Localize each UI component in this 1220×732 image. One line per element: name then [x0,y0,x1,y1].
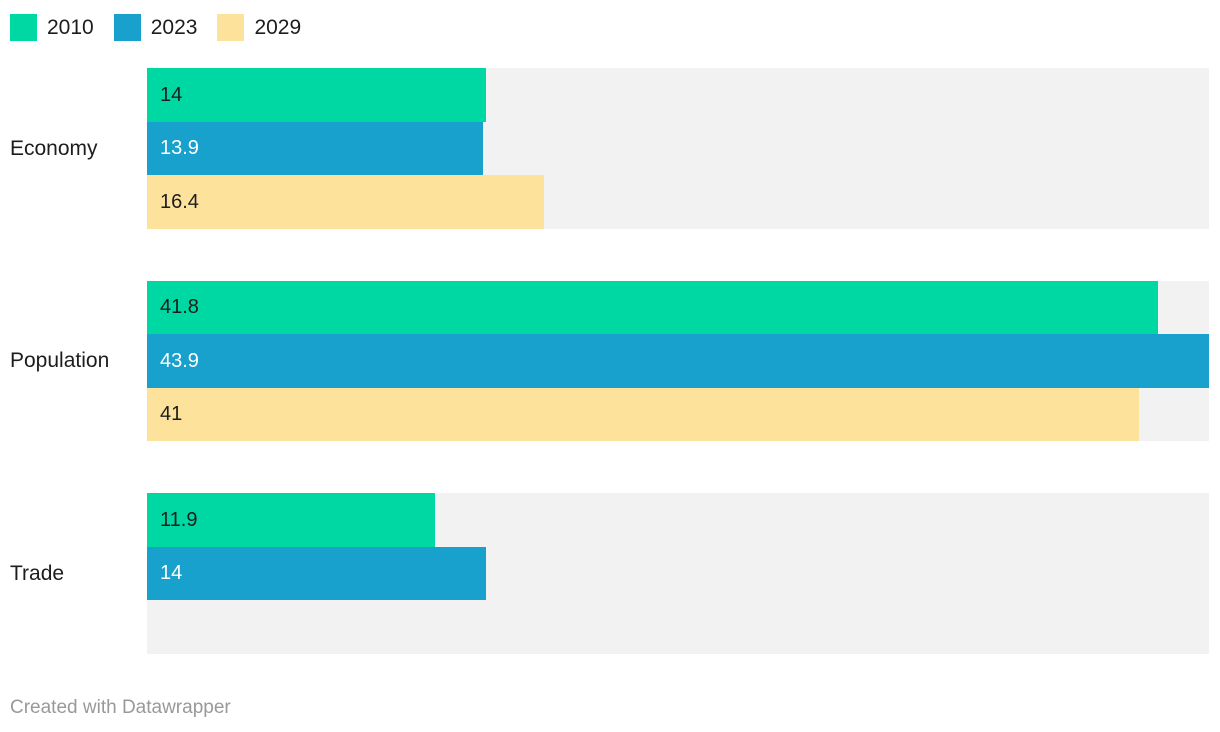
bar-2010-trade: 11.9 [147,493,435,547]
category-label: Economy [10,136,98,160]
legend-item-2029: 2029 [217,14,301,41]
bar-track: 41.8 43.9 41 [147,280,1209,441]
legend-swatch [217,14,245,41]
bar-2010-economy: 14 [147,68,486,122]
bar-row: 41 [147,387,1209,441]
legend-swatch [113,14,141,41]
category-label: Trade [10,561,65,585]
bar-value-label: 14 [160,562,183,585]
bar-2010-population: 41.8 [147,280,1159,334]
grouped-bar-chart: Economy 14 13.9 16.4 Population 41.8 43.9 41 Tra… [0,68,1209,654]
bar-row: 16.4 [147,175,1209,229]
legend: 2010 2023 2029 [10,14,1220,41]
legend-label: 2010 [47,16,94,39]
bar-value-label: 13.9 [160,137,199,160]
bar-2029-economy: 16.4 [147,175,544,229]
legend-label: 2029 [254,16,302,39]
bar-group-population: Population 41.8 43.9 41 [0,280,1209,441]
attribution: Created with Datawrapper [10,696,1220,720]
bar-row: 13.9 [147,121,1209,175]
category-label: Population [10,349,110,373]
bar-group-economy: Economy 14 13.9 16.4 [0,68,1209,229]
bar-row: 41.8 [147,280,1209,334]
bar-value-label: 14 [160,83,183,106]
datawrapper-chart-page: 2010 2023 2029 Economy 14 13.9 16.4 Population… [0,14,1220,732]
legend-item-2010: 2010 [10,14,94,41]
bar-value-label: 16.4 [160,190,199,213]
bar-2023-population: 43.9 [147,334,1209,388]
bar-value-label: 41.8 [160,296,199,319]
legend-item-2023: 2023 [113,14,198,41]
bar-group-trade: Trade 11.9 14 [0,493,1209,654]
bar-track: 14 13.9 16.4 [147,68,1209,229]
attribution-text: Created with Datawrapper [10,696,231,718]
bar-track: 11.9 14 [147,493,1209,654]
bar-2029-population: 41 [147,387,1139,441]
legend-swatch [10,14,37,41]
bar-2023-economy: 13.9 [147,121,484,175]
bar-value-label: 43.9 [160,349,199,372]
bar-value-label: 11.9 [160,508,198,531]
bar-2023-trade: 14 [147,546,486,600]
bar-row [147,600,1209,654]
bar-row: 11.9 [147,493,1209,547]
bar-row: 14 [147,68,1209,122]
bar-row: 14 [147,546,1209,600]
bar-row: 43.9 [147,334,1209,388]
legend-label: 2023 [150,16,198,39]
bar-value-label: 41 [160,403,183,426]
